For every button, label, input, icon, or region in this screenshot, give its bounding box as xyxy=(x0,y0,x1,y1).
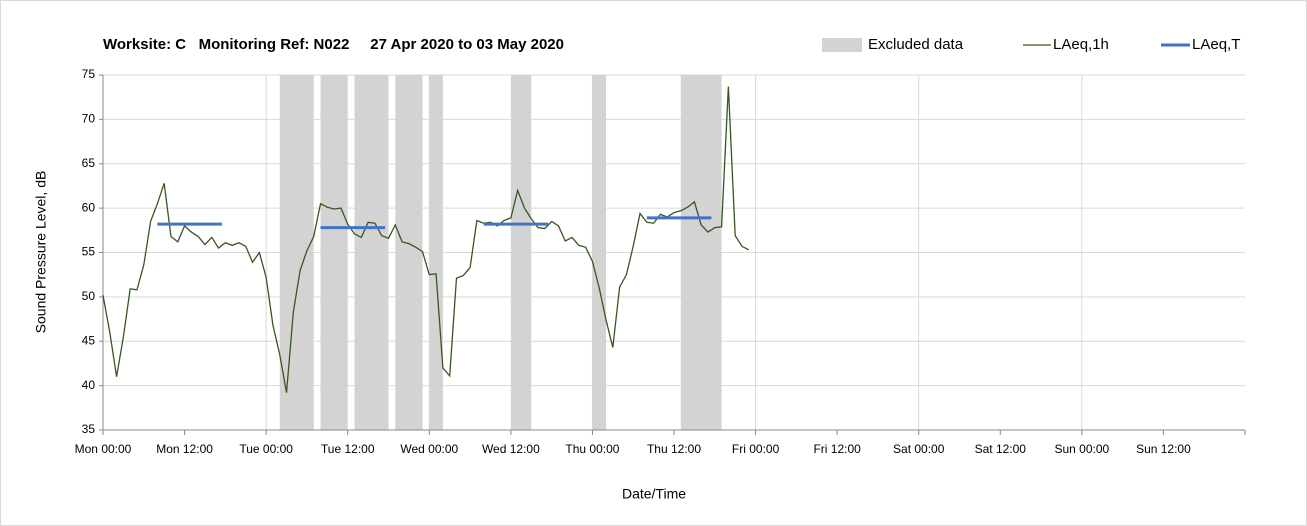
x-tick-label: Fri 00:00 xyxy=(732,442,780,456)
excluded-band xyxy=(510,75,532,430)
x-tick-label: Fri 12:00 xyxy=(813,442,861,456)
laeq-1h-line xyxy=(102,86,750,393)
x-tick-label: Sat 12:00 xyxy=(975,442,1027,456)
excluded-band xyxy=(320,75,348,430)
y-tick-label: 55 xyxy=(82,245,96,259)
x-tick-label: Wed 00:00 xyxy=(400,442,458,456)
y-tick-label: 65 xyxy=(82,156,96,170)
y-tick-label: 60 xyxy=(82,200,96,214)
x-tick-label: Sun 12:00 xyxy=(1136,442,1191,456)
x-axis-label: Date/Time xyxy=(622,486,686,502)
excluded-band xyxy=(354,75,389,430)
x-tick-label: Tue 12:00 xyxy=(321,442,375,456)
y-tick-label: 40 xyxy=(82,378,96,392)
chart-title: Worksite: C Monitoring Ref: N022 27 Apr … xyxy=(103,36,564,53)
y-tick-label: 70 xyxy=(82,112,96,126)
excluded-band xyxy=(429,75,443,430)
excluded-band xyxy=(279,75,314,430)
x-tick-label: Sat 00:00 xyxy=(893,442,945,456)
excluded-band xyxy=(592,75,607,430)
excluded-band xyxy=(680,75,722,430)
legend-swatch xyxy=(822,38,862,52)
x-tick-label: Thu 12:00 xyxy=(647,442,701,456)
y-tick-label: 75 xyxy=(82,67,96,81)
y-tick-label: 35 xyxy=(82,422,96,436)
x-tick-label: Mon 00:00 xyxy=(75,442,132,456)
y-axis-label: Sound Pressure Level, dB xyxy=(33,171,49,334)
x-tick-label: Tue 00:00 xyxy=(239,442,293,456)
x-tick-label: Mon 12:00 xyxy=(156,442,213,456)
y-tick-label: 45 xyxy=(82,333,96,347)
legend-label: Excluded data xyxy=(868,36,964,53)
excluded-band xyxy=(395,75,423,430)
legend-label: LAeq,1h xyxy=(1053,36,1109,53)
x-tick-label: Thu 00:00 xyxy=(565,442,619,456)
x-tick-label: Wed 12:00 xyxy=(482,442,540,456)
y-tick-label: 50 xyxy=(82,289,96,303)
legend-label: LAeq,T xyxy=(1192,36,1240,53)
x-tick-label: Sun 00:00 xyxy=(1054,442,1109,456)
